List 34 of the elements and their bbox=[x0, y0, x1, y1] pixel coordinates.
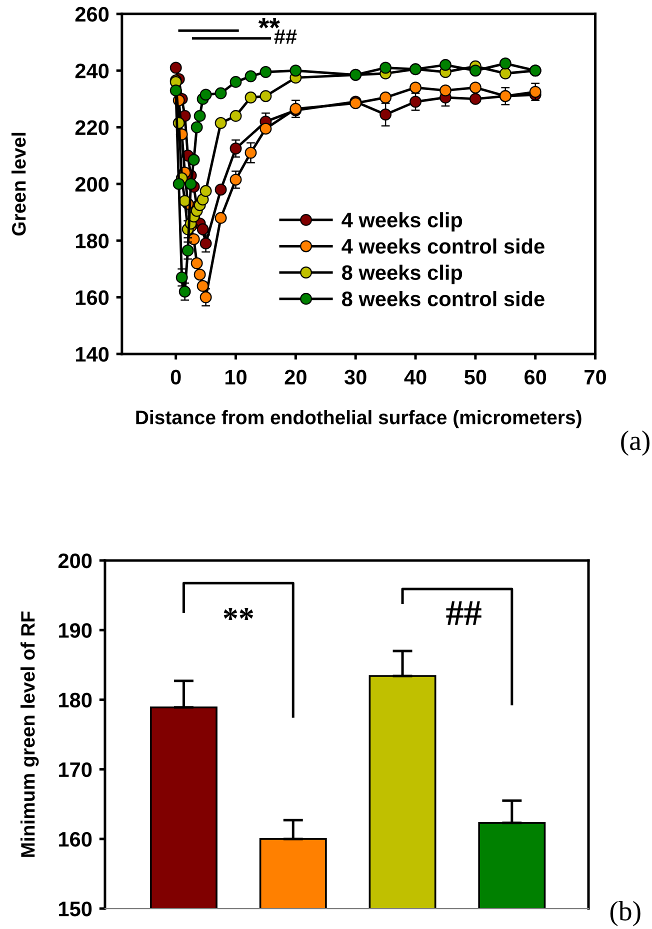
x-axis-title: Distance from endothelial surface (micrometers) bbox=[136, 410, 582, 428]
x-tick-label: 70 bbox=[584, 370, 606, 385]
y-tick-label: 260 bbox=[75, 6, 109, 22]
y-tick-label: 170 bbox=[59, 762, 92, 778]
x-tick-label: 50 bbox=[464, 370, 486, 385]
y-tick-label: 200 bbox=[75, 176, 109, 192]
annotation: ** bbox=[258, 18, 280, 28]
y-axis-title: Green level bbox=[11, 132, 26, 236]
y-tick-label: 180 bbox=[76, 234, 109, 248]
y-tick-label: 190 bbox=[59, 623, 92, 638]
legend-label: 4 weeks clip bbox=[342, 212, 462, 232]
y-tick-label: 200 bbox=[58, 553, 92, 568]
x-tick-label: 30 bbox=[344, 370, 366, 385]
y-tick-label: 150 bbox=[59, 902, 92, 916]
y-tick-label: 180 bbox=[59, 692, 92, 708]
y-axis-title: Minimum green level of RF bbox=[20, 612, 39, 857]
y-tick-label: 160 bbox=[76, 290, 109, 306]
x-tick-label: 20 bbox=[284, 370, 306, 385]
x-tick-label: 60 bbox=[524, 370, 546, 385]
annotation: ## bbox=[446, 601, 482, 625]
text: (b) bbox=[610, 901, 640, 926]
legend-label: 8 weeks control side bbox=[342, 291, 544, 306]
x-tick-label: 0 bbox=[170, 370, 181, 385]
y-tick-label: 240 bbox=[75, 64, 109, 78]
legend-label: 8 weeks clip bbox=[342, 264, 462, 284]
annotation: ## bbox=[274, 30, 297, 44]
y-tick-label: 220 bbox=[75, 120, 109, 136]
x-tick-label: 40 bbox=[404, 370, 426, 385]
annotation: ** bbox=[224, 608, 254, 620]
y-tick-label: 160 bbox=[59, 832, 92, 847]
x-tick-label: 10 bbox=[225, 370, 246, 385]
y-tick-label: 140 bbox=[76, 346, 109, 362]
text: (a) bbox=[621, 430, 650, 456]
legend-label: 4 weeks control side bbox=[342, 238, 544, 254]
